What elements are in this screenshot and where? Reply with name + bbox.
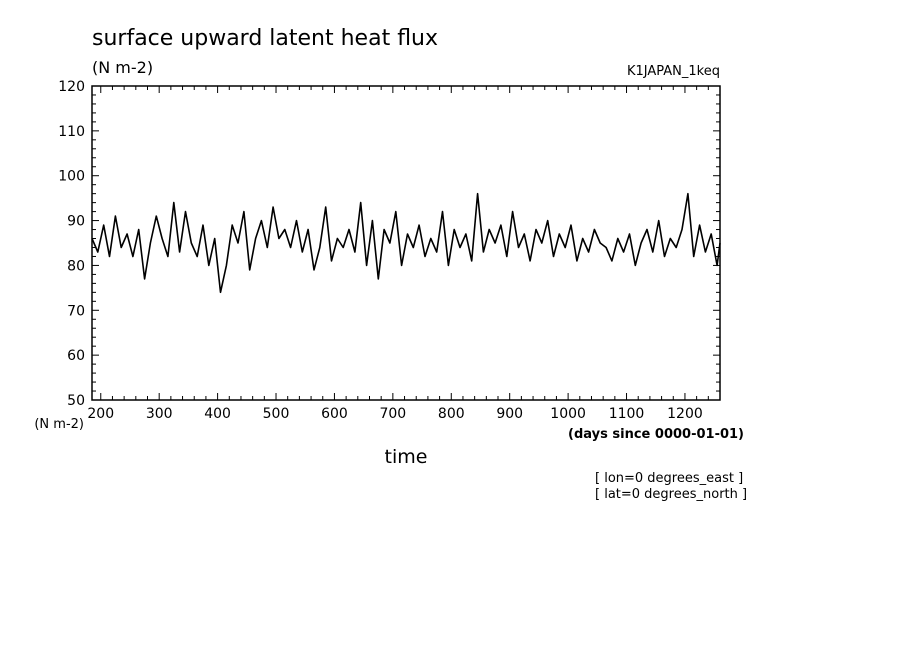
y-axis-label: (N m-2) <box>34 417 84 432</box>
x-tick-label: 400 <box>204 406 231 422</box>
units-top: (N m-2) <box>92 58 153 77</box>
x-tick-label: 800 <box>438 406 465 422</box>
y-axis: 50 60 70 80 90 100 110 120 <box>58 79 720 409</box>
y-tick-label: 110 <box>58 124 85 140</box>
y-tick-label: 120 <box>58 79 85 95</box>
x-tick-label: 200 <box>87 406 114 422</box>
x-tick-label: 1100 <box>609 406 645 422</box>
annotation-lon: [ lon=0 degrees_east ] <box>595 471 743 486</box>
series-line <box>91 192 721 294</box>
x-axis-label: time <box>385 446 428 468</box>
y-tick-label: 100 <box>58 169 85 185</box>
x-tick-label: 1200 <box>667 406 703 422</box>
x-tick-label: 300 <box>146 406 173 422</box>
y-tick-label: 80 <box>67 258 85 274</box>
x-tick-label: 600 <box>321 406 348 422</box>
y-tick-label: 70 <box>67 303 85 319</box>
x-axis-units: (days since 0000-01-01) <box>568 427 744 442</box>
y-tick-label: 90 <box>67 214 85 230</box>
x-tick-label: 1000 <box>550 406 586 422</box>
y-tick-label: 60 <box>67 348 85 364</box>
experiment-label: K1JAPAN_1keq <box>627 64 720 79</box>
x-axis: 200 300 400 500 600 700 800 900 1000 1100 1200 <box>87 86 721 422</box>
x-tick-label: 500 <box>263 406 290 422</box>
y-tick-label: 50 <box>67 393 85 409</box>
annotation-lat: [ lat=0 degrees_north ] <box>595 487 747 502</box>
x-tick-label: 700 <box>379 406 406 422</box>
chart-title: surface upward latent heat flux <box>92 26 438 51</box>
x-tick-label: 900 <box>496 406 523 422</box>
